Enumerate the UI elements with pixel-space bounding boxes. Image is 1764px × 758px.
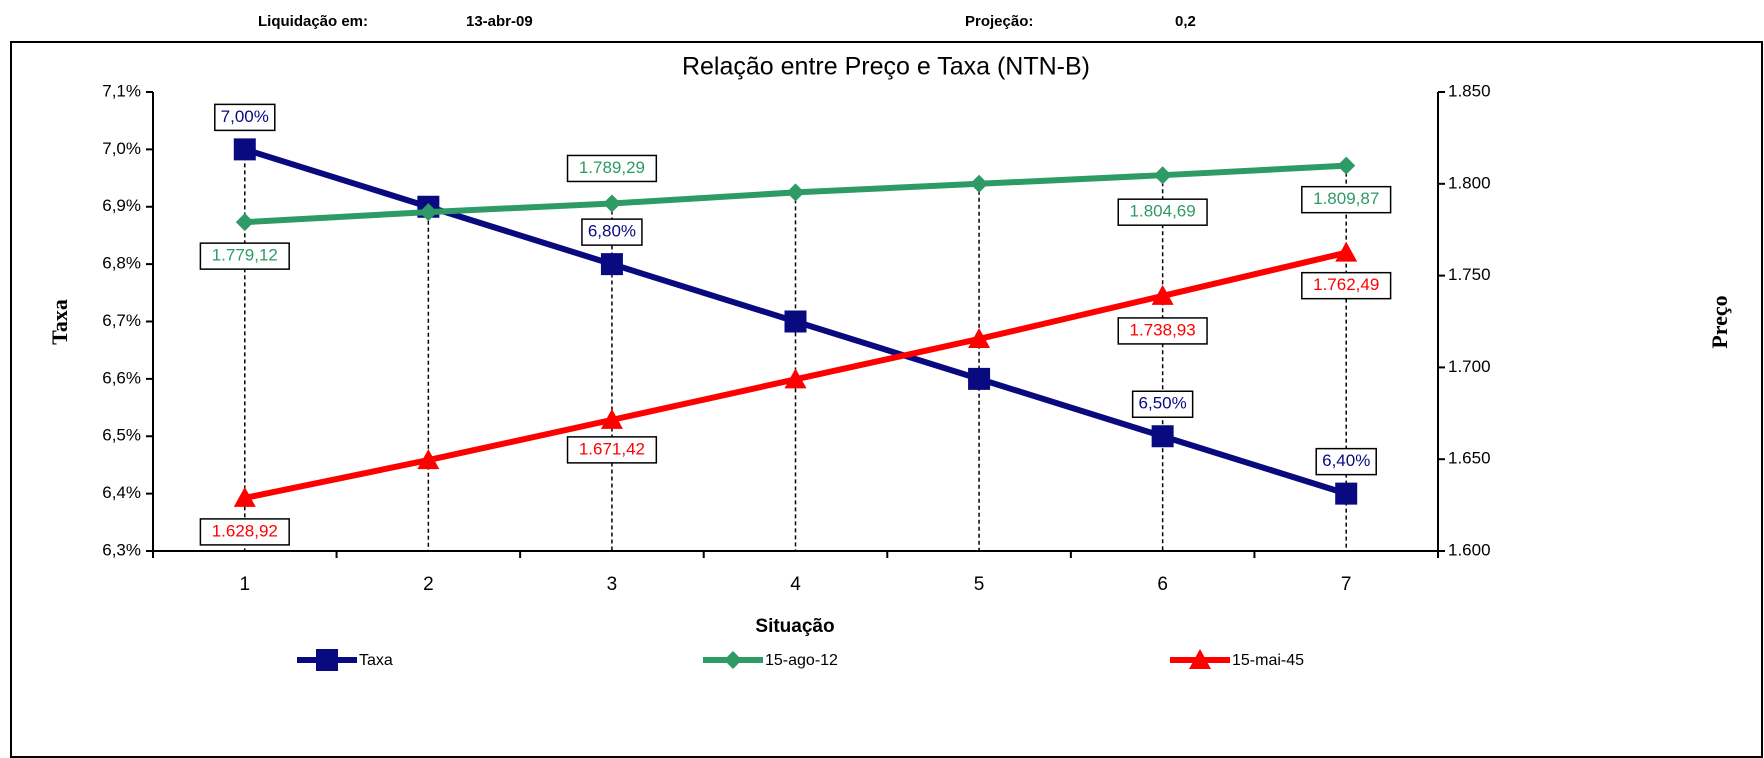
data-label-box <box>199 242 290 270</box>
point <box>1151 425 1174 448</box>
data-label: 6,80% <box>588 222 636 241</box>
point <box>1151 284 1174 305</box>
point <box>970 174 989 193</box>
point <box>233 486 256 507</box>
legend-label: 15-ago-12 <box>765 652 838 669</box>
y2-tick-label: 1.700 <box>1448 357 1491 376</box>
data-label-box <box>581 218 643 246</box>
point <box>417 449 440 470</box>
data-label: 1.779,12 <box>212 246 278 265</box>
data-label-box <box>1131 390 1194 418</box>
point <box>786 183 805 202</box>
x-tick-label: 5 <box>974 574 985 595</box>
point <box>1153 166 1172 185</box>
point <box>1337 156 1356 175</box>
data-label-box <box>1301 271 1392 300</box>
data-label-box <box>1117 317 1208 345</box>
data-label: 1.809,87 <box>1313 189 1379 208</box>
data-label-box <box>199 518 290 546</box>
data-label: 1.738,93 <box>1130 320 1196 339</box>
data-label: 6,50% <box>1139 394 1187 413</box>
projection-label: Projeção: <box>965 13 1033 30</box>
y-tick-label: 6,8% <box>102 254 141 273</box>
data-label-box <box>214 103 276 132</box>
x-tick-label: 6 <box>1157 574 1168 595</box>
chart-title: Relação entre Preço e Taxa (NTN-B) <box>682 53 1090 81</box>
y-tick-label: 6,4% <box>102 483 141 502</box>
x-tick-label: 3 <box>607 574 618 595</box>
y2-tick-label: 1.750 <box>1448 265 1491 284</box>
y-tick-label: 6,6% <box>102 368 141 387</box>
data-label-box <box>1301 185 1392 214</box>
y-axis-label: Taxa <box>47 299 72 345</box>
x-tick-label: 1 <box>239 574 250 595</box>
x-tick-label: 2 <box>423 574 434 595</box>
y2-axis-label: Preço <box>1707 295 1732 348</box>
point <box>968 367 991 390</box>
projection-value: 0,2 <box>1175 13 1196 30</box>
x-tick-label: 4 <box>790 574 801 595</box>
y-tick-label: 6,3% <box>102 540 141 559</box>
data-label-box <box>1315 447 1377 476</box>
point <box>233 138 256 161</box>
y-tick-label: 7,0% <box>102 139 141 158</box>
data-label: 7,00% <box>221 107 269 126</box>
y-tick-label: 6,5% <box>102 426 141 445</box>
point <box>968 327 991 348</box>
point <box>419 203 438 222</box>
point <box>600 253 623 276</box>
x-axis-label: Situação <box>755 616 834 637</box>
point <box>600 408 623 429</box>
data-label: 1.762,49 <box>1313 275 1379 294</box>
data-label: 1.628,92 <box>212 521 278 540</box>
settlement-date: 13-abr-09 <box>466 13 533 30</box>
settlement-label: Liquidação em: <box>258 13 368 30</box>
point <box>1335 482 1358 505</box>
point <box>784 368 807 389</box>
legend-marker <box>316 649 338 671</box>
legend-label: Taxa <box>359 652 393 669</box>
y2-tick-label: 1.600 <box>1448 540 1491 559</box>
y-tick-label: 6,7% <box>102 311 141 330</box>
data-label-box <box>1117 198 1208 226</box>
point <box>784 310 807 333</box>
legend-marker <box>1189 649 1211 669</box>
data-label-box <box>566 436 658 464</box>
data-label: 6,40% <box>1322 451 1370 470</box>
point <box>235 213 254 232</box>
y2-tick-label: 1.800 <box>1448 173 1491 192</box>
legend-label: 15-mai-45 <box>1232 652 1304 669</box>
y-tick-label: 6,9% <box>102 196 141 215</box>
point <box>1335 241 1358 262</box>
y2-tick-label: 1.650 <box>1448 449 1491 468</box>
legend-marker <box>724 651 742 669</box>
y-tick-label: 7,1% <box>102 81 141 100</box>
data-label-box <box>566 154 658 183</box>
data-label: 1.804,69 <box>1130 202 1196 221</box>
data-label: 1.671,42 <box>579 439 645 458</box>
x-tick-label: 7 <box>1341 574 1352 595</box>
data-label: 1.789,29 <box>579 158 645 177</box>
chart-frame <box>10 41 1763 758</box>
point <box>602 194 621 213</box>
y2-tick-label: 1.850 <box>1448 81 1491 100</box>
